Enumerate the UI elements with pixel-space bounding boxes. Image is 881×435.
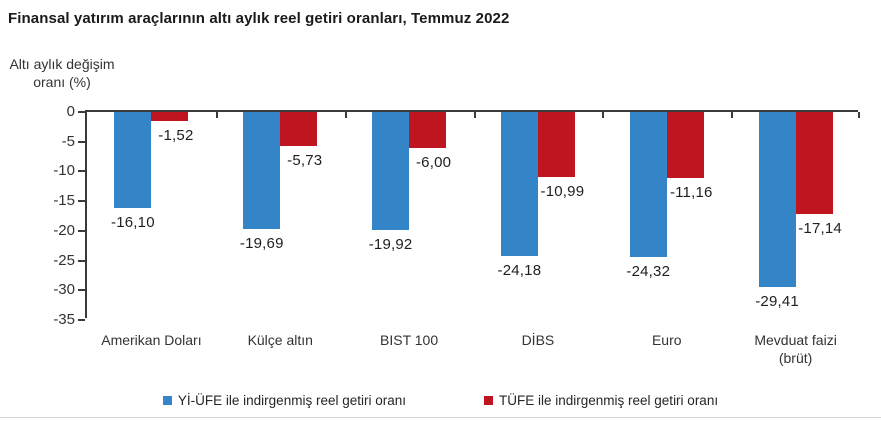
- y-axis-tick: [78, 319, 85, 321]
- y-axis-tick-label: -20: [53, 221, 75, 239]
- y-axis-tick-label: -10: [53, 162, 75, 180]
- category-label-3: BIST 100: [380, 332, 439, 348]
- category-label-2: Külçe altın: [247, 332, 313, 348]
- zero-line-tick: [473, 112, 476, 118]
- chart-title: Finansal yatırım araçlarının altı aylık …: [8, 10, 510, 27]
- y-axis-tick: [78, 140, 85, 143]
- bar-series0-1: [114, 112, 152, 208]
- bar-series0-3: [372, 112, 410, 231]
- y-axis-tick: [78, 200, 85, 203]
- zero-line-tick: [858, 112, 860, 118]
- bar-series1-3: [409, 112, 447, 148]
- bar-series1-6: [795, 112, 833, 214]
- value-label-series0-5: -24,32: [626, 262, 671, 280]
- bar-series0-2: [243, 112, 281, 229]
- legend-label-tufe: TÜFE ile indirgenmiş reel getiri oranı: [499, 393, 719, 408]
- chart-legend: Yİ-ÜFE ile indirgenmiş reel getiri oranı…: [0, 393, 881, 408]
- zero-line-tick: [344, 112, 347, 118]
- value-label-series0-4: -24,18: [497, 261, 542, 279]
- y-axis-tick-label: 0: [66, 103, 75, 120]
- value-label-series0-1: -16,10: [111, 213, 155, 231]
- bar-series0-5: [629, 112, 667, 257]
- value-label-series1-6: -17,14: [798, 219, 842, 237]
- value-label-series1-2: -5,73: [287, 152, 323, 170]
- value-label-series0-6: -29,41: [755, 292, 799, 310]
- bar-series0-6: [758, 112, 796, 287]
- y-axis-tick: [78, 229, 85, 232]
- bottom-divider: [0, 417, 881, 418]
- value-label-series1-4: -10,99: [540, 183, 585, 201]
- value-label-series1-3: -6,00: [415, 153, 452, 171]
- bar-series1-5: [666, 112, 704, 179]
- bar-series1-2: [280, 112, 318, 147]
- bar-series1-4: [537, 112, 575, 178]
- y-axis-tick: [78, 289, 85, 292]
- y-axis-tick: [78, 111, 85, 113]
- y-axis-tick-label: -35: [53, 311, 75, 328]
- y-axis-tick-label: -15: [53, 192, 75, 210]
- value-label-series0-3: -19,92: [368, 236, 413, 254]
- legend-item-tufe: TÜFE ile indirgenmiş reel getiri oranı: [484, 393, 718, 408]
- legend-marker-yiufe: [162, 396, 172, 405]
- category-label-1: Amerikan Doları: [101, 332, 202, 348]
- value-label-series1-1: -1,52: [158, 127, 194, 145]
- y-axis-tick-label: -25: [53, 251, 75, 269]
- bar-series0-4: [500, 112, 538, 256]
- y-axis-tick: [78, 170, 85, 173]
- value-label-series1-5: -11,16: [669, 184, 713, 202]
- y-axis-label: Altı aylık değişim oranı (%): [9, 56, 115, 90]
- zero-line-tick: [731, 112, 734, 118]
- legend-marker-tufe: [484, 396, 493, 405]
- y-axis-tick-label: -5: [61, 132, 75, 150]
- legend-item-yiufe: Yİ-ÜFE ile indirgenmiş reel getiri oranı: [162, 393, 406, 408]
- category-label-4: DİBS: [521, 332, 555, 348]
- zero-line-tick: [215, 112, 218, 118]
- value-label-series0-2: -19,69: [239, 235, 284, 252]
- y-axis-tick: [78, 259, 85, 262]
- plot-area: 0 -5 -10 -15 -20 -25 -30 -35 -16,10 -1,52 Amerikan…: [53, 103, 860, 366]
- zero-line-tick: [602, 112, 605, 118]
- bar-series1-1: [151, 112, 189, 122]
- category-label-5: Euro: [651, 332, 682, 348]
- legend-label-yiufe: Yİ-ÜFE ile indirgenmiş reel getiri oranı: [177, 393, 406, 408]
- y-axis-tick-label: -30: [53, 281, 75, 299]
- category-label-6: Mevduat faizi (brüt): [754, 332, 837, 366]
